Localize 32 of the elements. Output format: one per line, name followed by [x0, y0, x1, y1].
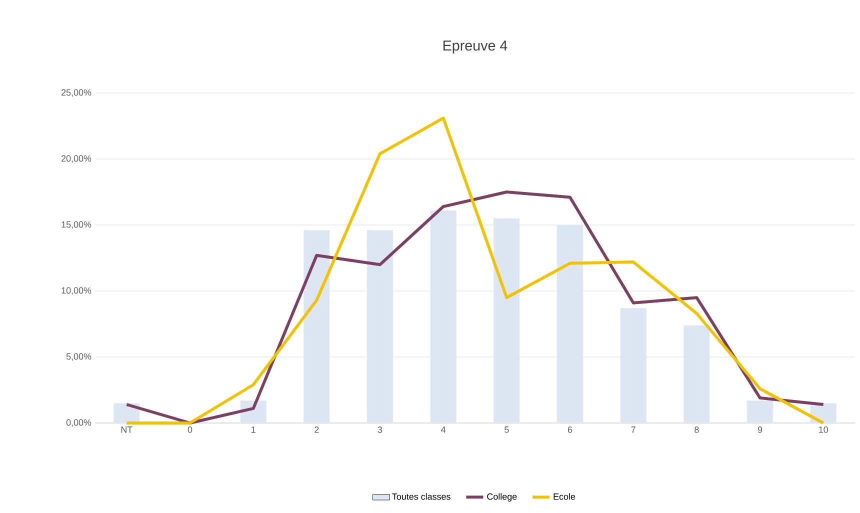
x-tick-label: NT	[121, 426, 132, 433]
x-tick-label: 10	[819, 426, 828, 433]
x-tick-label: 9	[758, 426, 762, 433]
x-tick-label: 4	[441, 426, 446, 433]
x-tick-label: 5	[504, 426, 509, 433]
y-tick-label: 20,00%	[62, 155, 92, 163]
bar	[620, 308, 646, 423]
legend-label: Toutes classes	[392, 493, 450, 500]
y-tick-label: 5,00%	[66, 353, 92, 361]
x-tick-label: 8	[694, 426, 699, 433]
x-tick-label: 3	[378, 426, 382, 433]
x-tick-label: 6	[568, 426, 572, 433]
line-series	[125, 190, 825, 424]
bar	[430, 210, 456, 423]
bar	[557, 225, 584, 423]
chart-title: Epreuve 4	[443, 40, 508, 54]
x-tick-label: 1	[252, 426, 256, 433]
x-tick-label: 0	[188, 426, 192, 433]
bar	[304, 230, 330, 423]
legend-label: College	[487, 493, 517, 502]
bar	[367, 230, 394, 423]
x-tick-label: 2	[314, 426, 319, 433]
y-tick-label: 25,00%	[62, 89, 92, 97]
y-tick-label: 15,00%	[62, 221, 92, 229]
legend-label: Ecole	[554, 493, 576, 500]
x-tick-label: 7	[631, 426, 636, 433]
y-tick-label: 10,00%	[62, 287, 92, 295]
y-tick-label: 0,00%	[66, 419, 92, 427]
bar	[494, 218, 520, 423]
bar	[684, 325, 710, 423]
bar	[747, 400, 774, 423]
line-series	[125, 116, 825, 424]
